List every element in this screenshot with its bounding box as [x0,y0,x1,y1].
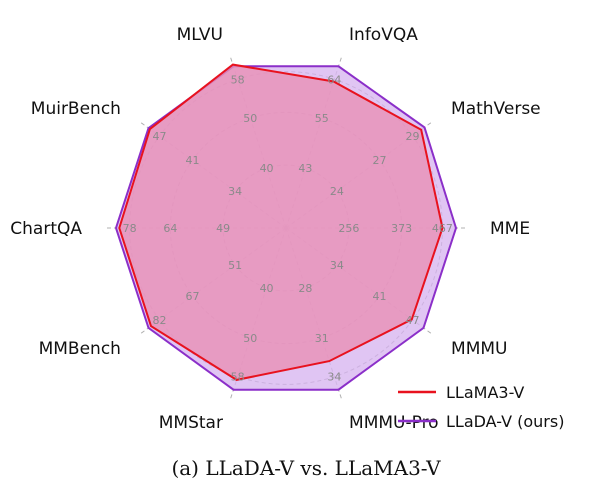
axis-label-mmmu-pro: MMMU-Pro [349,413,439,433]
axis-label-mlvu: MLVU [177,25,223,45]
axis-label-mathverse: MathVerse [451,99,541,119]
tick-mmbench-2: 67 [185,290,199,303]
tick-muirbench-1: 34 [228,185,242,198]
axis-label-infovqa: InfoVQA [349,25,418,45]
radar-chart: 256 373 467 24 27 29 43 55 64 40 50 58 34 41 47 49 64 78 5… [10,25,564,433]
tick-infovqa-1: 43 [298,162,312,175]
tick-mme-3: 467 [432,222,453,235]
tick-mathverse-2: 27 [373,154,387,167]
axis-label-mme: MME [490,219,530,239]
tick-chartqa-3: 78 [123,222,137,235]
tick-mmmu-pro-2: 31 [315,332,329,345]
tick-mlvu-2: 50 [243,112,257,125]
axis-label-mmmu: MMMU [451,339,507,359]
axis-label-mmbench: MMBench [39,339,121,359]
tick-muirbench-2: 41 [185,154,199,167]
tick-chartqa-1: 49 [216,222,230,235]
radar-series [114,63,458,391]
tick-mme-1: 256 [338,222,359,235]
tick-mmstar-3: 58 [231,371,245,384]
tick-mmmu-pro-3: 34 [327,371,341,384]
series-llama3-v [118,63,444,381]
tick-chartqa-2: 64 [163,222,177,235]
axis-label-chartqa: ChartQA [10,219,82,239]
tick-mmmu-2: 41 [373,290,387,303]
tick-mmstar-2: 50 [243,332,257,345]
tick-mmbench-3: 82 [152,314,166,327]
legend-label-llada-v: LLaDA-V (ours) [446,412,564,431]
axis-label-muirbench: MuirBench [31,99,121,119]
legend-label-llama3-v: LLaMA3-V [446,383,524,402]
tick-mlvu-1: 40 [260,162,274,175]
legend: LLaMA3-V LLaDA-V (ours) [398,383,564,431]
radar-axis-labels: MME MathVerse InfoVQA MLVU MuirBench ChartQA M… [10,25,540,433]
chart-caption: (a) LLaDA-V vs. LLaMA3-V [171,456,441,480]
tick-mme-2: 373 [391,222,412,235]
tick-mmmu-pro-1: 28 [298,282,312,295]
tick-mmstar-1: 40 [260,282,274,295]
tick-muirbench-3: 47 [152,130,166,143]
axis-label-mmstar: MMStar [159,413,223,433]
tick-mathverse-1: 24 [330,185,344,198]
tick-mathverse-3: 29 [406,130,420,143]
tick-infovqa-3: 64 [327,73,341,86]
tick-mmbench-1: 51 [228,259,242,272]
radar-ticks: 256 373 467 24 27 29 43 55 64 40 50 58 34 41 47 49 64 78 5… [123,73,453,383]
tick-mmmu-3: 47 [406,314,420,327]
tick-mmmu-1: 34 [330,259,344,272]
tick-mlvu-3: 58 [231,73,245,86]
tick-infovqa-2: 55 [315,112,329,125]
